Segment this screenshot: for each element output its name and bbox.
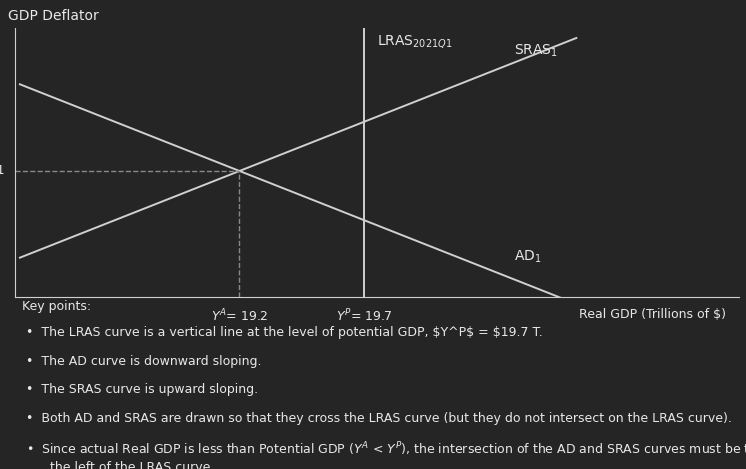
Text: $\mathregular{SRAS}_1$: $\mathregular{SRAS}_1$ [514, 42, 558, 59]
Text: •  The SRAS curve is upward sloping.: • The SRAS curve is upward sloping. [26, 383, 258, 396]
Text: $Y^A$= 19.2: $Y^A$= 19.2 [211, 308, 268, 325]
Text: GDP Deflator: GDP Deflator [7, 9, 98, 23]
Text: •  The AD curve is downward sloping.: • The AD curve is downward sloping. [26, 355, 261, 368]
Text: Real GDP (Trillions of $): Real GDP (Trillions of $) [579, 308, 726, 321]
Text: 116.1: 116.1 [0, 165, 5, 177]
Text: •  Since actual Real GDP is less than Potential GDP ($Y^A$ < $Y^P$), the interse: • Since actual Real GDP is less than Pot… [26, 440, 746, 469]
Text: $\mathregular{LRAS}_{2021Q1}$: $\mathregular{LRAS}_{2021Q1}$ [377, 33, 452, 50]
Text: $Y^P$= 19.7: $Y^P$= 19.7 [336, 308, 392, 325]
Text: •  Both AD and SRAS are drawn so that they cross the LRAS curve (but they do not: • Both AD and SRAS are drawn so that the… [26, 412, 732, 424]
Text: Key points:: Key points: [22, 300, 91, 313]
Text: •  The LRAS curve is a vertical line at the level of potential GDP, $Y^P$ = $19.: • The LRAS curve is a vertical line at t… [26, 326, 542, 339]
Text: $\mathregular{AD}_1$: $\mathregular{AD}_1$ [514, 248, 542, 265]
